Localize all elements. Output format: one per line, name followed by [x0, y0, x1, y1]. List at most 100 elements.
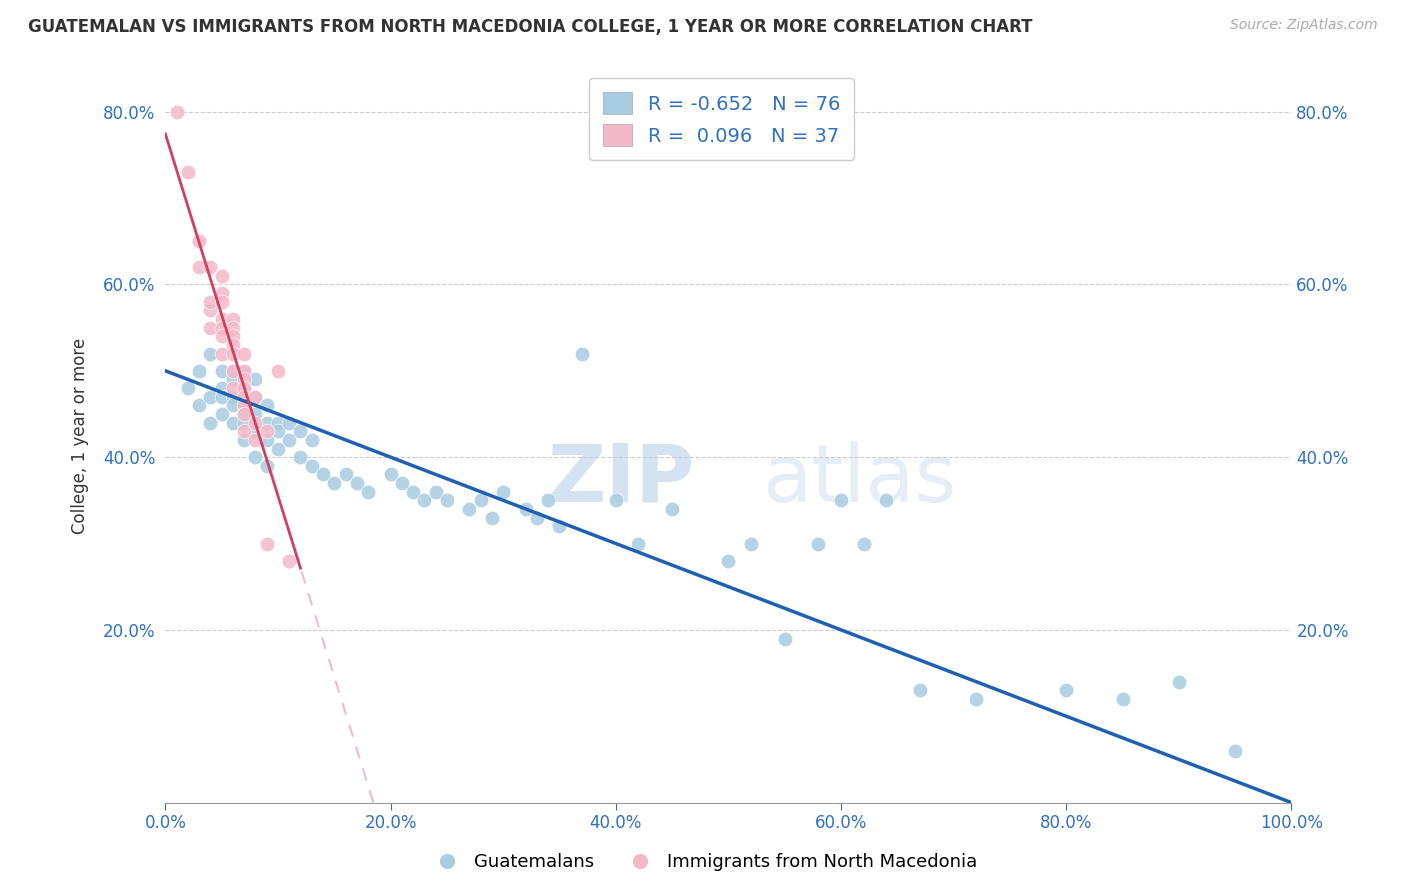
Point [278, 416, 301, 430]
Legend: Guatemalans, Immigrants from North Macedonia: Guatemalans, Immigrants from North Maced… [422, 847, 984, 879]
Point [1111, 692, 1133, 706]
Point [211, 390, 233, 404]
Point [222, 346, 245, 360]
Point [627, 536, 650, 550]
Point [312, 467, 335, 482]
Point [222, 381, 245, 395]
Point [458, 502, 481, 516]
Point [211, 320, 233, 334]
Point [245, 424, 267, 438]
Point [1167, 674, 1189, 689]
Point [211, 329, 233, 343]
Point [278, 554, 301, 568]
Point [245, 390, 267, 404]
Point [233, 381, 256, 395]
Point [908, 683, 931, 698]
Point [222, 390, 245, 404]
Y-axis label: College, 1 year or more: College, 1 year or more [72, 337, 89, 533]
Point [548, 519, 571, 533]
Point [222, 320, 245, 334]
Point [492, 484, 515, 499]
Point [301, 458, 323, 473]
Point [267, 424, 290, 438]
Point [605, 493, 627, 508]
Point [233, 424, 256, 438]
Point [233, 407, 256, 421]
Point [830, 493, 852, 508]
Text: atlas: atlas [762, 441, 956, 518]
Point [402, 484, 425, 499]
Point [807, 536, 830, 550]
Point [188, 398, 211, 412]
Point [380, 467, 402, 482]
Point [740, 536, 762, 550]
Point [188, 234, 211, 248]
Point [875, 493, 897, 508]
Point [233, 364, 256, 378]
Point [436, 493, 458, 508]
Point [245, 390, 267, 404]
Point [301, 433, 323, 447]
Point [413, 493, 436, 508]
Point [323, 476, 346, 491]
Point [256, 398, 278, 412]
Point [481, 510, 503, 524]
Point [267, 364, 290, 378]
Point [526, 510, 548, 524]
Point [166, 104, 188, 119]
Point [211, 286, 233, 301]
Point [245, 433, 267, 447]
Point [661, 502, 683, 516]
Point [177, 165, 200, 179]
Point [267, 416, 290, 430]
Point [222, 312, 245, 326]
Text: GUATEMALAN VS IMMIGRANTS FROM NORTH MACEDONIA COLLEGE, 1 YEAR OR MORE CORRELATIO: GUATEMALAN VS IMMIGRANTS FROM NORTH MACE… [28, 18, 1032, 36]
Point [233, 390, 256, 404]
Point [200, 346, 222, 360]
Point [245, 407, 267, 421]
Point [222, 329, 245, 343]
Point [357, 484, 380, 499]
Point [1223, 744, 1246, 758]
Point [233, 346, 256, 360]
Point [200, 303, 222, 318]
Point [211, 294, 233, 309]
Point [256, 536, 278, 550]
Point [267, 442, 290, 456]
Point [211, 407, 233, 421]
Point [245, 450, 267, 464]
Point [233, 372, 256, 386]
Point [290, 424, 312, 438]
Point [233, 398, 256, 412]
Point [211, 381, 233, 395]
Point [222, 364, 245, 378]
Text: ZIP: ZIP [547, 441, 695, 518]
Point [233, 398, 256, 412]
Point [256, 458, 278, 473]
Point [335, 467, 357, 482]
Point [233, 416, 256, 430]
Point [965, 692, 987, 706]
Point [470, 493, 492, 508]
Legend: R = -0.652   N = 76, R =  0.096   N = 37: R = -0.652 N = 76, R = 0.096 N = 37 [589, 78, 853, 160]
Point [222, 372, 245, 386]
Point [233, 433, 256, 447]
Point [222, 364, 245, 378]
Point [537, 493, 560, 508]
Point [222, 398, 245, 412]
Point [200, 390, 222, 404]
Point [177, 381, 200, 395]
Point [188, 260, 211, 274]
Point [1054, 683, 1077, 698]
Point [233, 407, 256, 421]
Point [346, 476, 368, 491]
Point [256, 416, 278, 430]
Point [211, 346, 233, 360]
Point [200, 294, 222, 309]
Point [256, 433, 278, 447]
Point [391, 476, 413, 491]
Point [200, 320, 222, 334]
Point [852, 536, 875, 550]
Point [222, 416, 245, 430]
Point [222, 338, 245, 352]
